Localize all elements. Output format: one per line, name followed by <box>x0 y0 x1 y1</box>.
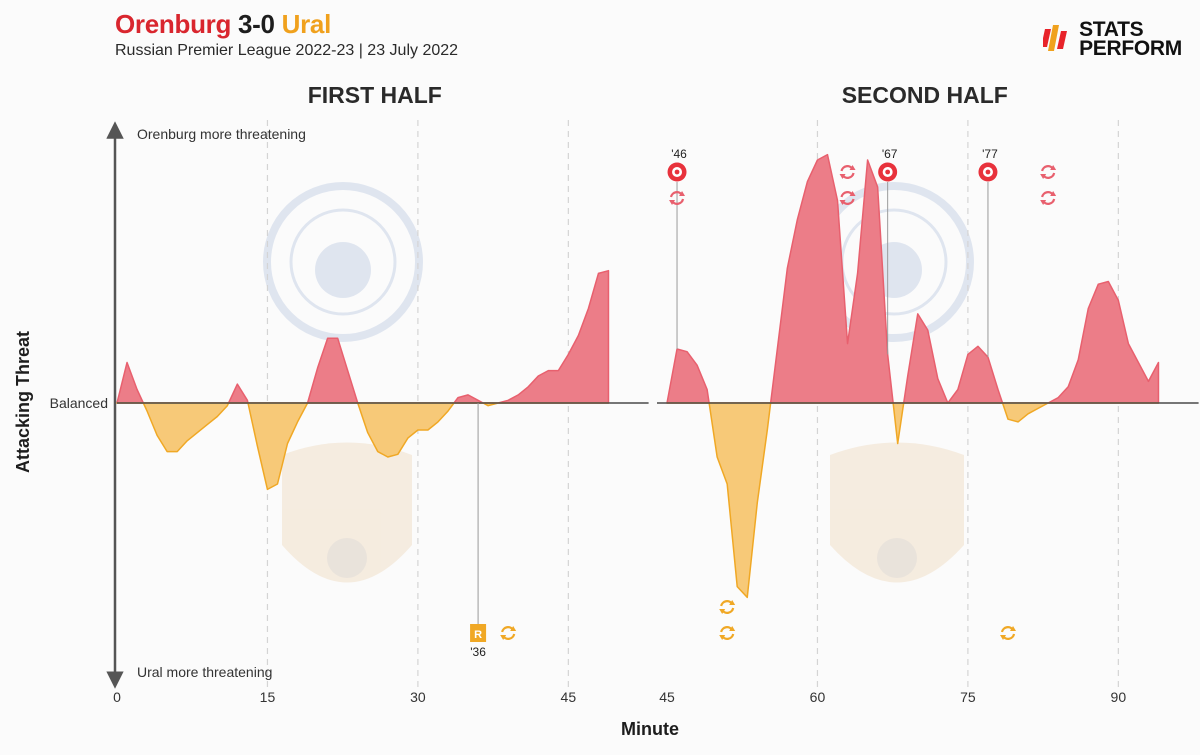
goal-ball-icon <box>978 162 998 182</box>
x-tick-label: 60 <box>810 689 826 705</box>
header: Orenburg 3-0 Ural Russian Premier League… <box>115 8 458 60</box>
panel-title: SECOND HALF <box>842 82 1008 108</box>
goal-minute-label: '77 <box>982 147 998 161</box>
substitution-icon <box>500 626 517 640</box>
match-subtitle: Russian Premier League 2022-23 | 23 July… <box>115 42 459 59</box>
substitution-icon <box>719 600 736 614</box>
stats-perform-mark-icon <box>1043 25 1068 51</box>
substitution-icon <box>669 191 686 205</box>
substitution-icon <box>1040 191 1057 205</box>
ural-badge-watermark-2 <box>830 442 964 583</box>
substitution-icon <box>1040 165 1057 179</box>
card-marker-text: R <box>474 629 482 641</box>
axis-top-label: Orenburg more threatening <box>137 126 306 142</box>
substitution-icon <box>839 191 856 205</box>
red-card-icon <box>470 624 487 642</box>
x-tick-label: 0 <box>113 689 121 705</box>
match-title: Orenburg 3-0 Ural <box>115 8 458 40</box>
ural-badge-watermark <box>282 442 412 583</box>
x-tick-label: 45 <box>561 689 577 705</box>
stats-perform-logo: STATS PERFORM <box>1043 18 1182 60</box>
substitution-icon <box>839 165 856 179</box>
card-minute-label: '36 <box>470 645 486 659</box>
y-axis-title: Attacking Threat <box>13 331 33 473</box>
goal-minute-label: '67 <box>882 147 898 161</box>
x-axis-title: Minute <box>621 719 679 739</box>
x-tick-label: 30 <box>410 689 426 705</box>
substitution-icon <box>1000 626 1017 640</box>
home-team-name: Orenburg <box>115 9 232 39</box>
goal-ball-icon <box>667 162 687 182</box>
substitution-icon <box>719 626 736 640</box>
panel-title: FIRST HALF <box>308 82 442 108</box>
goal-ball-icon <box>878 162 898 182</box>
balanced-label: Balanced <box>50 395 108 411</box>
x-tick-label: 75 <box>960 689 976 705</box>
x-tick-label: 15 <box>260 689 276 705</box>
x-tick-label: 45 <box>659 689 675 705</box>
away-team-name: Ural <box>281 9 332 39</box>
brand-line-stats: STATS <box>1079 18 1144 41</box>
match-score: 3-0 <box>238 9 275 39</box>
axis-bottom-label: Ural more threatening <box>137 664 272 680</box>
goal-minute-label: '46 <box>671 147 687 161</box>
x-tick-label: 90 <box>1111 689 1127 705</box>
orenburg-badge-watermark <box>263 182 423 342</box>
brand-line-perform: PERFORM <box>1079 37 1182 60</box>
